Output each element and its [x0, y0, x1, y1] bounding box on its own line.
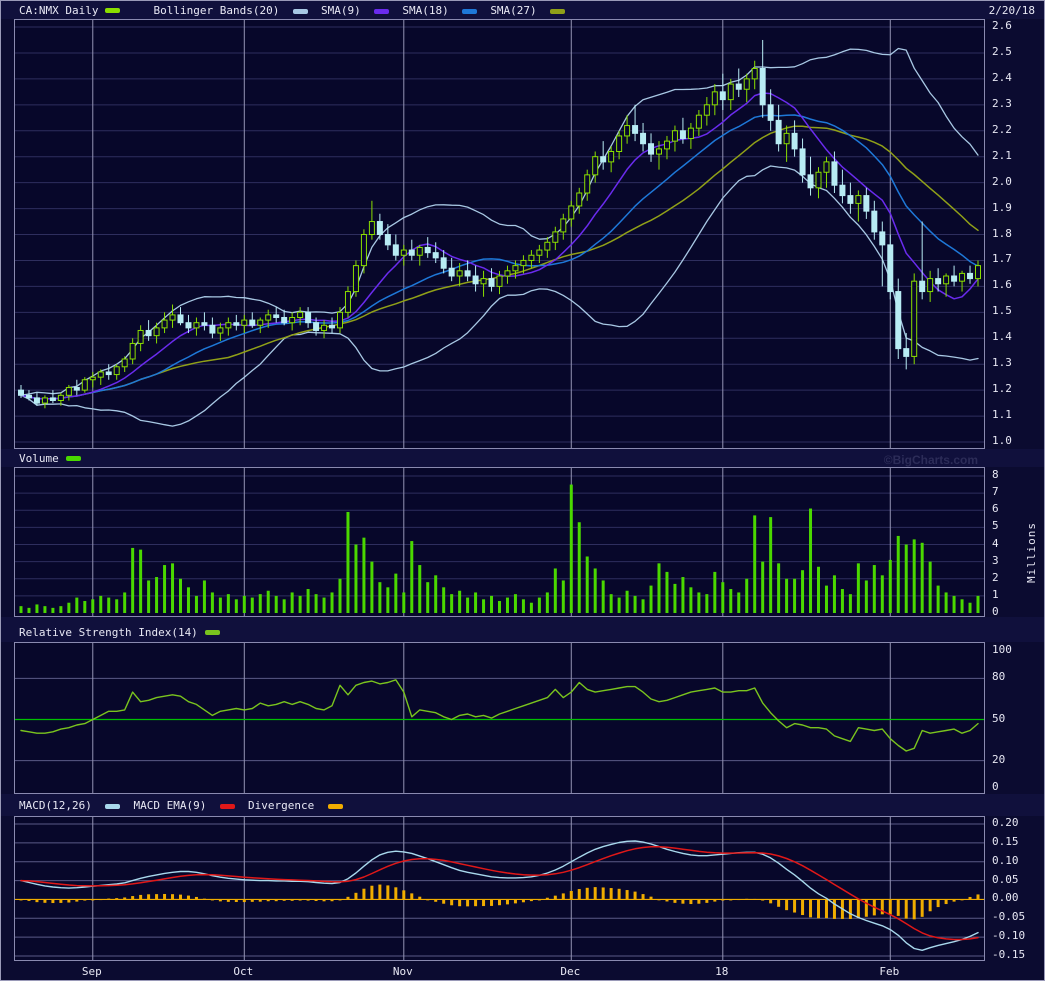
price-axis-label: 1.2 [992, 382, 1012, 396]
legend-macd-ema-swatch [219, 803, 235, 809]
price-axis-label: 1.9 [992, 200, 1012, 214]
macd-axis-label: 0.00 [992, 891, 1019, 905]
volume-axis-label: 7 [992, 485, 999, 499]
rsi-axis-label: 100 [992, 643, 1012, 656]
legend-sma9-swatch [374, 8, 390, 14]
rsi-axis-label: 0 [992, 780, 999, 793]
macd-legend-strip: MACD(12,26) MACD EMA(9) Divergence [1, 794, 1044, 816]
legend-sma27-label: SMA(27) [490, 3, 537, 17]
volume-axis-label: 5 [992, 519, 999, 533]
rsi-panel [14, 642, 985, 794]
rsi-axis-label: 80 [992, 670, 1006, 684]
symbol-label: CA:NMX Daily [19, 3, 99, 17]
x-axis-label: 18 [715, 965, 729, 978]
legend-sma18-label: SMA(18) [402, 3, 449, 17]
volume-swatch [65, 455, 81, 461]
price-axis-label: 1.6 [992, 278, 1012, 292]
macd-axis-label: 0.15 [992, 834, 1019, 848]
macd-axis-label: -0.05 [992, 910, 1026, 924]
volume-axis-label: 8 [992, 468, 999, 481]
volume-axis-label: 1 [992, 587, 999, 601]
legend-macd-label: MACD(12,26) [19, 798, 92, 812]
legend-divergence-swatch [327, 803, 343, 809]
volume-legend-strip: Volume [1, 449, 1044, 467]
macd-axis-label: -0.15 [992, 948, 1026, 961]
price-legend-strip: CA:NMX Daily Bollinger Bands(20) SMA(9) … [1, 1, 1044, 19]
macd-axis-label: -0.10 [992, 929, 1026, 943]
macd-axis-label: 0.20 [992, 816, 1019, 829]
volume-axis-label: 2 [992, 570, 999, 584]
volume-label: Volume [19, 451, 59, 465]
legend-sma27-swatch [550, 8, 566, 14]
legend-divergence-label: Divergence [247, 798, 315, 812]
price-axis-label: 2.1 [992, 148, 1012, 162]
volume-chart [15, 468, 984, 616]
legend-sma9-label: SMA(9) [320, 3, 361, 17]
rsi-legend-strip: Relative Strength Index(14) [1, 617, 1044, 642]
price-axis-label: 2.4 [992, 70, 1012, 84]
price-series-swatch [105, 7, 121, 13]
macd-chart [15, 817, 984, 960]
price-axis-label: 1.1 [992, 408, 1012, 422]
x-axis-label: Sep [81, 965, 102, 978]
volume-axis-label: 3 [992, 553, 999, 567]
x-axis-label: Nov [392, 965, 413, 978]
price-axis-label: 1.0 [992, 434, 1012, 447]
volume-axis-label: 4 [992, 536, 999, 550]
as-of-date: 2/20/18 [988, 3, 1035, 17]
price-axis-label: 1.4 [992, 330, 1012, 344]
price-axis-label: 1.5 [992, 304, 1012, 318]
x-axis: Sep Oct Nov Dec 18 Feb [1, 961, 985, 980]
price-axis-label: 2.6 [992, 19, 1012, 32]
rsi-axis-label: 20 [992, 752, 1006, 766]
rsi-chart [15, 643, 984, 793]
price-axis-label: 2.2 [992, 122, 1012, 136]
price-axis-label: 1.3 [992, 356, 1012, 370]
macd-axis-label: 0.10 [992, 853, 1019, 867]
rsi-swatch [204, 630, 220, 635]
macd-panel [14, 816, 985, 961]
volume-panel [14, 467, 985, 617]
rsi-axis-label: 50 [992, 711, 1006, 725]
candlestick-chart [15, 20, 984, 448]
legend-sma18-swatch [462, 8, 478, 14]
volume-axis-label: 6 [992, 502, 999, 516]
price-panel [14, 19, 985, 449]
legend-bollinger-swatch [292, 8, 308, 14]
x-axis-label: Feb [879, 965, 900, 978]
price-axis-label: 1.7 [992, 252, 1012, 266]
x-axis-label: Oct [233, 965, 254, 978]
rsi-label: Relative Strength Index(14) [19, 626, 198, 639]
x-axis-label: Dec [560, 965, 581, 978]
price-axis-label: 2.5 [992, 44, 1012, 58]
price-axis-label: 2.3 [992, 96, 1012, 110]
bigcharts-watermark: ©BigCharts.com [883, 453, 978, 467]
price-axis-label: 1.8 [992, 226, 1012, 240]
right-axis-gutter: Millions 2.6 2.5 2.4 2.3 2.2 2.1 2.0 1.9 1.8 1.7 1… [985, 1, 1044, 980]
volume-axis-label: 0 [992, 605, 999, 618]
legend-macd-swatch [105, 803, 121, 809]
legend-bollinger-label: Bollinger Bands(20) [153, 3, 280, 17]
macd-axis-label: 0.05 [992, 872, 1019, 886]
legend-macd-ema-label: MACD EMA(9) [133, 798, 207, 812]
price-axis-label: 2.0 [992, 174, 1012, 188]
volume-unit-label: Millions [1025, 522, 1038, 583]
